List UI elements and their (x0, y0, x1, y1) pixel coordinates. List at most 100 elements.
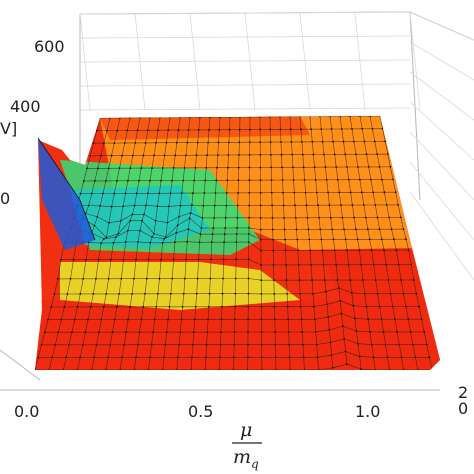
surface-mesh-point (100, 318, 103, 321)
surface-mesh-point (379, 116, 381, 117)
surface-mesh-point (105, 293, 108, 295)
surface-mesh-point (110, 154, 113, 157)
surface-mesh-point (394, 191, 397, 194)
surface-mesh-point (285, 264, 287, 266)
surface-mesh-point (353, 140, 355, 143)
surface-mesh-point (260, 356, 263, 359)
surface-mesh-point (405, 305, 407, 308)
surface-mesh-point (235, 241, 238, 244)
surface-mesh-point (341, 216, 344, 219)
surface-mesh-point (191, 204, 193, 207)
surface-mesh-point (85, 258, 87, 261)
surface-mesh-point (60, 258, 62, 261)
surface-mesh-point (270, 179, 273, 182)
surface-mesh-point (217, 141, 220, 144)
surface-mesh-point (149, 241, 152, 244)
surface-mesh-point (116, 306, 118, 308)
surface-mesh-point (335, 263, 338, 266)
surface-mesh-point (163, 237, 166, 240)
surface-mesh-point (60, 318, 63, 321)
surface-mesh-point (180, 192, 183, 195)
surface-mesh-point (63, 306, 66, 308)
surface-mesh-point (208, 129, 210, 131)
surface-mesh-point (50, 306, 53, 308)
surface-mesh-point (415, 292, 418, 295)
surface-mesh-point (145, 204, 147, 207)
surface-mesh-point (300, 318, 303, 321)
surface-mesh-point (133, 277, 135, 280)
surface-mesh-point (203, 192, 206, 194)
surface-mesh-point (221, 305, 223, 308)
x-tick-label: 1.0 (355, 402, 380, 421)
surface-mesh-point (207, 318, 210, 321)
surface-mesh-point (124, 192, 127, 195)
surface-mesh-point (350, 291, 353, 294)
surface-mesh-point (87, 318, 89, 321)
surface-mesh-point (105, 369, 107, 370)
surface-mesh-point (124, 241, 127, 243)
surface-mesh-point (113, 192, 116, 195)
surface-mesh-point (259, 166, 262, 169)
surface-mesh-point (206, 154, 209, 157)
surface-mesh-point (288, 356, 291, 359)
surface-mesh-point (228, 128, 231, 131)
surface-mesh-point (222, 258, 225, 261)
surface-mesh-point (178, 343, 181, 346)
surface-mesh-point (218, 128, 221, 131)
surface-mesh-point (333, 153, 336, 156)
surface-mesh-point (248, 216, 251, 219)
surface-mesh-point (207, 141, 210, 144)
surface-mesh-point (224, 216, 227, 219)
surface-mesh-point (280, 141, 282, 143)
surface-mesh-point (376, 153, 379, 156)
surface-mesh-point (233, 318, 236, 321)
surface-mesh-point (270, 153, 272, 156)
wall-grid-line (409, 11, 474, 41)
surface-mesh-point (208, 305, 210, 308)
surface-mesh-point (151, 167, 153, 170)
surface-mesh-point (201, 217, 204, 219)
surface-mesh-point (296, 238, 299, 241)
surface-mesh-point (388, 216, 390, 219)
surface-mesh-point (354, 317, 356, 320)
wall-grid-line (409, 161, 474, 241)
surface-mesh-point (200, 227, 203, 230)
surface-mesh-point (385, 204, 388, 206)
surface-mesh-point (232, 369, 235, 370)
surface-mesh-point (286, 292, 288, 295)
surface-mesh-point (249, 128, 251, 131)
surface-mesh-point (312, 153, 315, 156)
surface-mesh-point (109, 117, 111, 119)
wall-grid-line (79, 59, 411, 63)
surface-mesh-point (349, 116, 351, 118)
surface-mesh-point (157, 292, 159, 295)
surface-mesh-point (176, 224, 179, 227)
surface-mesh-point (155, 141, 157, 144)
surface-mesh-point (288, 343, 291, 346)
surface-mesh-point (270, 191, 273, 194)
surface-mesh-point (65, 356, 68, 359)
surface-mesh-point (133, 204, 136, 207)
surface-mesh-point (179, 204, 182, 207)
surface-mesh-point (113, 142, 116, 145)
surface-mesh-point (387, 279, 390, 281)
surface-mesh-point (147, 192, 149, 195)
surface-mesh-point (321, 140, 324, 143)
wall-grid-line (79, 35, 411, 39)
surface-mesh-point (321, 249, 324, 252)
surface-mesh-point (177, 356, 179, 359)
surface-mesh-point (349, 191, 352, 194)
surface-mesh-point (119, 117, 121, 119)
surface-mesh-point (236, 216, 239, 219)
surface-mesh-point (174, 154, 177, 157)
surface-mesh-point (225, 204, 228, 207)
surface-mesh-point (195, 292, 198, 295)
surface-mesh-point (247, 292, 250, 295)
surface-mesh-point (281, 166, 283, 169)
surface-mesh-point (210, 241, 213, 244)
surface-mesh-point (79, 192, 82, 195)
surface-mesh-point (409, 331, 412, 333)
surface-mesh-point (303, 369, 306, 370)
surface-mesh-point (360, 263, 363, 266)
surface-mesh-point (340, 312, 343, 315)
